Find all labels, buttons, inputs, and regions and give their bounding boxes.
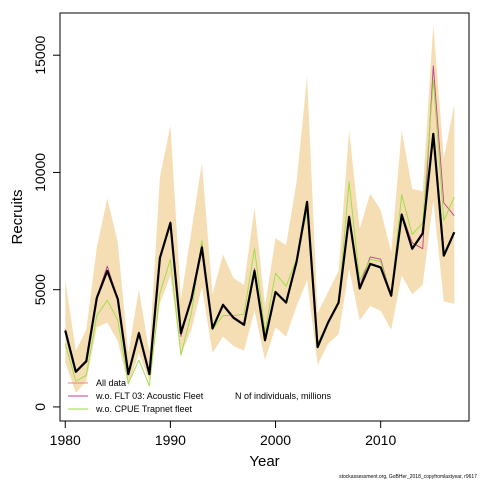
x-axis: 1980 1990 2000 2010: [50, 421, 396, 448]
legend-label-2: w.o. CPUE Trapnet fleet: [95, 404, 193, 414]
y-tick-label-5000: 5000: [32, 274, 48, 305]
y-tick-label-10000: 10000: [32, 153, 48, 192]
x-axis-title: Year: [249, 453, 279, 470]
confidence-band: [65, 24, 455, 393]
confidence-band-layer: [65, 24, 455, 393]
x-tick-label-1990: 1990: [155, 432, 186, 448]
plot-frame: [59, 12, 470, 422]
legend-note: N of individuals, millions: [235, 391, 332, 401]
series-layer: [64, 65, 456, 387]
y-tick-label-0: 0: [32, 403, 48, 411]
legend-label-1: w.o. FLT 03: Acoustic Fleet: [95, 391, 204, 401]
series-line-3: [64, 132, 456, 376]
legend-label-0: All data: [96, 378, 126, 388]
y-axis: 0 5000 10000 15000: [32, 36, 60, 411]
legend: All data w.o. FLT 03: Acoustic Fleet w.o. …: [68, 378, 204, 414]
x-tick-label-1980: 1980: [50, 432, 81, 448]
y-tick-label-15000: 15000: [32, 36, 48, 75]
footnote: stockassessment.org, GoBHer_2018_copyfro…: [339, 474, 477, 480]
y-axis-title: Recruits: [9, 189, 26, 244]
x-tick-label-2000: 2000: [260, 432, 291, 448]
x-tick-label-2010: 2010: [365, 432, 396, 448]
